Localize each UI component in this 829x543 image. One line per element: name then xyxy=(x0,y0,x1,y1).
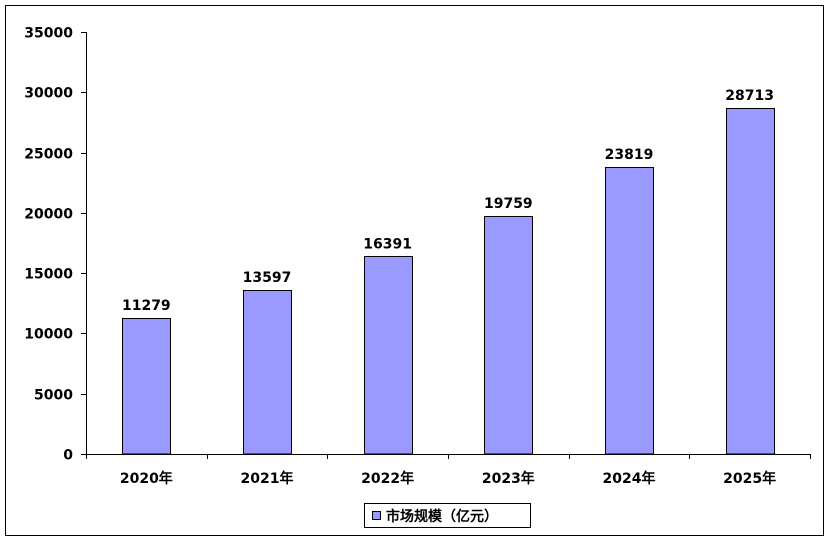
y-tick-label: 20000 xyxy=(24,207,73,223)
legend: 市场规模（亿元） xyxy=(364,503,531,528)
bar xyxy=(484,216,533,455)
x-axis: 2020年 2021年 2022年 2023年 2024年 2025年 xyxy=(86,454,811,487)
y-tick-label: 25000 xyxy=(24,147,73,163)
bar-value-label: 16391 xyxy=(363,236,412,252)
bar-value-label: 13597 xyxy=(243,270,292,286)
bar xyxy=(726,108,775,455)
bar xyxy=(605,167,654,455)
bar xyxy=(364,256,413,455)
y-axis: 0 5000 10000 15000 20000 25000 30000 35000 xyxy=(24,26,87,464)
x-tick-label: 2025年 xyxy=(723,470,776,487)
x-tick-label: 2023年 xyxy=(482,470,535,487)
bar-value-label: 11279 xyxy=(122,298,171,314)
x-tick-label: 2024年 xyxy=(603,470,656,487)
data-labels: 11279 13597 16391 19759 23819 28713 xyxy=(122,88,774,314)
y-tick-label: 15000 xyxy=(24,267,73,283)
bar xyxy=(122,318,171,455)
y-tick-label: 0 xyxy=(63,448,73,464)
x-tick-label: 2020年 xyxy=(120,470,173,487)
bar-value-label: 23819 xyxy=(605,147,654,163)
y-tick-label: 10000 xyxy=(24,327,73,343)
y-tick-label: 30000 xyxy=(24,86,73,102)
bar xyxy=(243,290,292,455)
bars xyxy=(122,108,775,455)
bar-value-label: 19759 xyxy=(484,196,533,212)
x-tick-label: 2021年 xyxy=(241,470,294,487)
x-tick-label: 2022年 xyxy=(361,470,414,487)
legend-label: 市场规模（亿元） xyxy=(386,508,498,525)
y-tick-label: 35000 xyxy=(24,26,73,42)
chart-border xyxy=(5,5,824,536)
legend-box xyxy=(364,503,531,528)
y-tick-label: 5000 xyxy=(34,388,73,404)
legend-swatch xyxy=(372,511,381,520)
bar-value-label: 28713 xyxy=(725,88,774,104)
